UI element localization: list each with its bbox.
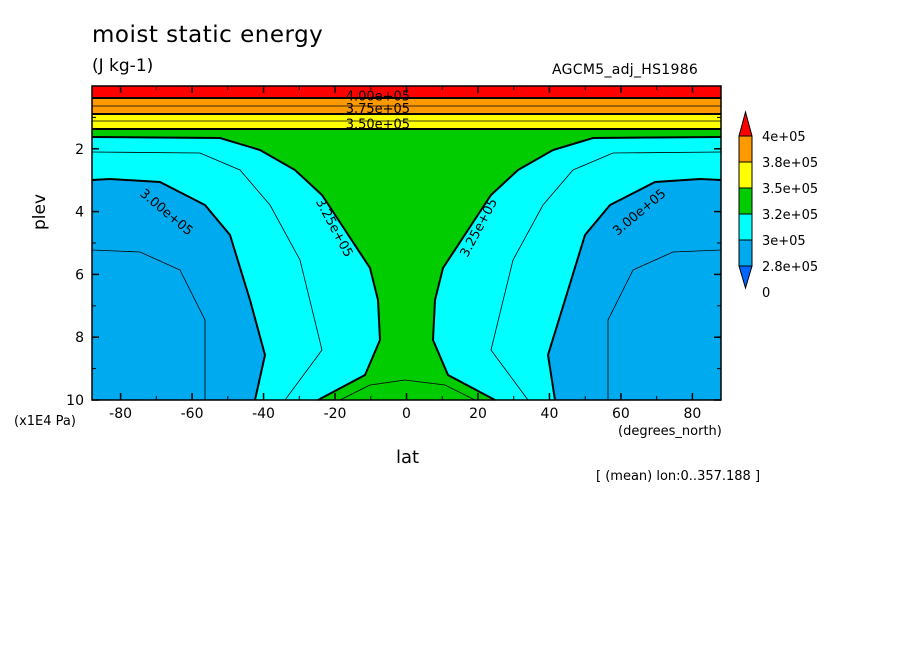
contour-line-300000-west [91,177,267,401]
contour-line-thin-west [91,151,323,401]
y-tick-label: 6 [75,267,84,283]
y-tick-label: 8 [75,330,84,346]
contour-fill-layer [92,86,721,400]
contour-line-thin-south-east [607,249,722,400]
contour-line-thin-east [490,151,722,401]
colorbar-arrow-bottom [738,265,753,290]
x-axis-label: lat [396,447,420,468]
contour-lines [91,97,722,401]
colorbar-label: 3.8e+05 [762,156,818,171]
x-tick-label: -60 [181,406,204,422]
y-tick-label: 10 [66,393,84,409]
chart-units: (J kg-1) [92,56,154,76]
x-tick-label: 40 [541,406,559,422]
y-tick-label: 2 [75,142,84,158]
colorbar-swatch [738,187,753,215]
colorbar-arrow-top [738,110,753,137]
y-axis-unit: (x1E4 Pa) [14,414,76,429]
x-tick-label: 20 [469,406,487,422]
contour-line-300000-east [546,177,722,401]
colorbar-label: 2.8e+05 [762,260,818,275]
colorbar: 4e+05 3.8e+05 3.5e+05 3.2e+05 3e+05 2.8e+05 0 [738,110,818,301]
x-axis-unit: (degrees_north) [618,424,722,439]
colorbar-swatch [738,239,753,267]
colorbar-label: 3e+05 [762,234,806,249]
contour-line-thin-bottom [339,379,476,401]
contour-label: 3.50e+05 [346,118,410,133]
chart-title: moist static energy [92,22,324,48]
x-tick-label: -20 [324,406,347,422]
colorbar-label: 0 [762,286,770,301]
x-tick-label: -40 [252,406,275,422]
colorbar-swatch [738,161,753,189]
x-tick-label: 0 [402,406,411,422]
contour-label: 3.75e+05 [346,102,410,117]
colorbar-label: 3.2e+05 [762,208,818,223]
x-tick-label: -80 [109,406,132,422]
contour-label: 4.00e+05 [346,89,410,104]
x-tick-label: 80 [683,406,701,422]
colorbar-swatch [738,135,753,163]
colorbar-label: 3.5e+05 [762,182,818,197]
colorbar-label: 4e+05 [762,130,806,145]
green-band [92,86,721,400]
contour-line-325000 [91,136,722,401]
x-axis-ticks: -80 -60 -40 -20 0 20 40 60 80 [109,86,701,422]
contour-line-thin-south-west [91,249,206,400]
x-tick-label: 60 [612,406,630,422]
y-axis-ticks: 2 4 6 8 10 [66,116,721,409]
model-label: AGCM5_adj_HS1986 [552,62,699,78]
footnote: [ (mean) lon:0..357.188 ] [596,469,761,484]
y-tick-label: 4 [75,205,84,221]
colorbar-swatch [738,213,753,241]
